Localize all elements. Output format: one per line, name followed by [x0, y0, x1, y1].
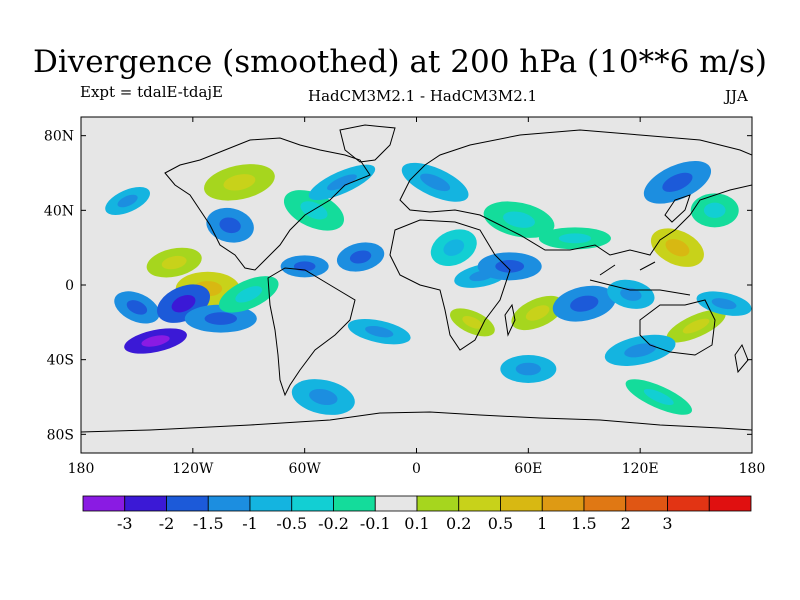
lat-tick-label: 0 [65, 278, 74, 294]
lon-tick-label: 180 [739, 461, 766, 477]
colorbar-label: -0.2 [318, 514, 349, 533]
divergence-core [662, 172, 693, 192]
lon-tick-label: 0 [412, 461, 421, 477]
divergence-core [558, 233, 592, 244]
divergence-core [443, 239, 465, 256]
divergence-core [349, 250, 372, 264]
coastline-antarctica [81, 411, 752, 433]
divergence-core [126, 300, 148, 315]
colorbar-label: 3 [662, 514, 672, 533]
longitude-axis: 180 120W 60W 0 60E 120E 180 [68, 117, 766, 477]
colorbar-label: -2 [159, 514, 175, 533]
coastline-africa [389, 219, 511, 351]
season-label: JJA [725, 87, 748, 105]
divergence-region [573, 164, 633, 201]
divergence-core [703, 202, 726, 218]
divergence-core [570, 295, 599, 312]
colorbar-swatch [333, 495, 376, 512]
divergence-core [711, 298, 737, 310]
divergence-core [219, 217, 241, 234]
coastline-south-america [267, 267, 356, 397]
colorbar-label: -1 [242, 514, 258, 533]
coastline-eurasia [399, 129, 752, 256]
lat-tick-label: 80N [44, 129, 74, 145]
colorbar-swatch [667, 495, 710, 512]
latitude-axis: 80N 40N 0 40S 80S [44, 129, 752, 443]
colorbar-swatch [166, 495, 209, 512]
lon-tick-label: 120E [622, 461, 659, 477]
colorbar-swatch [249, 495, 293, 512]
colorbar-label: 0.1 [404, 514, 429, 533]
lat-tick-label: 80S [47, 427, 74, 443]
colorbar: -3 -2 -1.5 -1 -0.5 -0.2 -0.1 0.1 0.2 0.5 1 1.5 2 3 [82, 495, 752, 533]
lon-tick-label: 60W [289, 461, 322, 477]
divergence-core [309, 388, 338, 406]
coastlines [81, 124, 752, 433]
colorbar-swatch [291, 495, 334, 512]
lon-tick-label: 180 [68, 461, 95, 477]
divergence-core [515, 362, 541, 376]
experiment-label: Expt = tdalE-tdajE [80, 83, 223, 101]
divergence-core [223, 174, 256, 191]
colorbar-swatch [124, 495, 167, 512]
colorbar-label: -0.5 [276, 514, 307, 533]
divergence-region [258, 316, 314, 347]
divergence-core [682, 318, 710, 334]
divergence-core [643, 389, 674, 405]
colorbar-swatch [500, 495, 543, 512]
divergence-core [161, 255, 187, 270]
colorbar-label: -3 [117, 514, 133, 533]
colorbar-swatch [82, 495, 126, 512]
divergence-core [327, 174, 357, 191]
divergence-core [462, 316, 483, 329]
divergence-core [624, 343, 657, 358]
colorbar-label: 0.2 [446, 514, 471, 533]
divergence-region [82, 262, 154, 289]
colorbar-label: 0.5 [488, 514, 513, 533]
colorbar-label: 1 [537, 514, 547, 533]
lon-tick-label: 60E [514, 461, 542, 477]
colorbar-swatch [541, 495, 585, 512]
divergence-core [235, 286, 263, 303]
divergence-core [665, 239, 690, 257]
colorbar-swatch [416, 495, 460, 512]
colorbar-label: -0.1 [360, 514, 391, 533]
divergence-core [525, 305, 550, 321]
models-label: HadCM3M2.1 - HadCM3M2.1 [308, 87, 538, 105]
divergence-core [117, 194, 138, 208]
divergence-core [293, 261, 316, 272]
divergence-region [374, 347, 422, 372]
coastline-greenland [339, 124, 396, 163]
divergence-region [341, 277, 398, 312]
divergence-field [82, 160, 752, 415]
plot-title: Divergence (smoothed) at 200 hPa (10**6 … [33, 44, 767, 80]
divergence-core [365, 325, 394, 338]
divergence-core [204, 312, 237, 325]
divergence-core [141, 335, 170, 347]
divergence-core [503, 211, 535, 228]
coastline-australia [639, 299, 716, 356]
divergence-core [420, 173, 451, 192]
colorbar-swatch [583, 495, 627, 512]
divergence-core [171, 295, 196, 313]
colorbar-swatch [374, 495, 418, 512]
colorbar-swatch [207, 495, 251, 512]
colorbar-swatch [708, 495, 752, 512]
colorbar-swatch [625, 495, 668, 512]
colorbar-label: 1.5 [571, 514, 596, 533]
divergence-core [620, 287, 642, 301]
coastline-north-america [164, 137, 371, 271]
lon-tick-label: 120W [172, 461, 214, 477]
colorbar-label: 2 [621, 514, 631, 533]
coastline-japan [664, 194, 691, 223]
coastline-madagascar [504, 303, 516, 337]
lat-tick-label: 40N [44, 203, 74, 219]
lat-tick-label: 40S [47, 353, 74, 369]
colorbar-label: -1.5 [193, 514, 224, 533]
colorbar-swatch [458, 495, 501, 512]
coastline-indonesia [589, 261, 691, 296]
